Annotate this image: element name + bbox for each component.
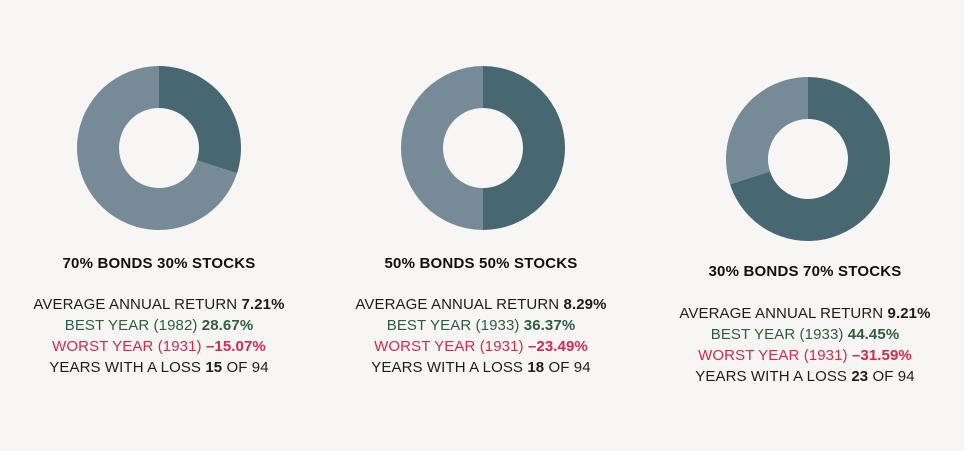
best-label: BEST YEAR (1933) <box>710 326 844 343</box>
average-annual-return: AVERAGE ANNUAL RETURN 8.29% <box>331 294 631 315</box>
avg-value: 8.29% <box>563 296 607 313</box>
donut-chart-30-70 <box>726 77 890 241</box>
best-label: BEST YEAR (1982) <box>64 317 198 334</box>
loss-label: YEARS WITH A LOSS <box>371 359 524 376</box>
loss-value: 18 <box>527 359 545 376</box>
allocation-title: 70% BONDS 30% STOCKS <box>62 255 256 272</box>
slice-bonds <box>76 66 237 230</box>
best-year: BEST YEAR (1933) 44.45% <box>655 324 955 345</box>
slice-bonds <box>401 66 483 230</box>
best-label: BEST YEAR (1933) <box>386 317 520 334</box>
years-with-loss: YEARS WITH A LOSS 18 OF 94 <box>331 357 631 378</box>
stats-block: AVERAGE ANNUAL RETURN 9.21% BEST YEAR (1… <box>655 303 955 387</box>
allocation-title: 30% BONDS 70% STOCKS <box>708 263 902 280</box>
worst-year: WORST YEAR (1931) –31.59% <box>655 345 955 366</box>
avg-label: AVERAGE ANNUAL RETURN <box>679 305 884 322</box>
avg-label: AVERAGE ANNUAL RETURN <box>355 296 560 313</box>
years-with-loss: YEARS WITH A LOSS 15 OF 94 <box>9 357 309 378</box>
best-value: 44.45% <box>847 326 900 343</box>
best-value: 36.37% <box>523 317 576 334</box>
loss-label: YEARS WITH A LOSS <box>49 359 202 376</box>
slice-stocks <box>159 66 241 174</box>
avg-value: 9.21% <box>887 305 931 322</box>
worst-value: –15.07% <box>205 338 266 355</box>
stats-block: AVERAGE ANNUAL RETURN 8.29% BEST YEAR (1… <box>331 294 631 378</box>
best-year: BEST YEAR (1933) 36.37% <box>331 315 631 336</box>
worst-value: –23.49% <box>527 338 588 355</box>
worst-year: WORST YEAR (1931) –15.07% <box>9 336 309 357</box>
average-annual-return: AVERAGE ANNUAL RETURN 9.21% <box>655 303 955 324</box>
slice-stocks <box>483 66 565 230</box>
stats-block: AVERAGE ANNUAL RETURN 7.21% BEST YEAR (1… <box>9 294 309 378</box>
best-value: 28.67% <box>201 317 254 334</box>
donut-chart-70-30 <box>76 66 241 230</box>
loss-of: OF 94 <box>872 368 915 385</box>
loss-of: OF 94 <box>548 359 591 376</box>
allocation-title: 50% BONDS 50% STOCKS <box>384 255 578 272</box>
loss-of: OF 94 <box>226 359 269 376</box>
avg-value: 7.21% <box>241 296 285 313</box>
loss-label: YEARS WITH A LOSS <box>695 368 848 385</box>
avg-label: AVERAGE ANNUAL RETURN <box>33 296 238 313</box>
years-with-loss: YEARS WITH A LOSS 23 OF 94 <box>655 366 955 387</box>
average-annual-return: AVERAGE ANNUAL RETURN 7.21% <box>9 294 309 315</box>
worst-label: WORST YEAR (1931) <box>374 338 524 355</box>
worst-value: –31.59% <box>851 347 912 364</box>
worst-label: WORST YEAR (1931) <box>698 347 848 364</box>
donut-chart-50-50 <box>401 66 565 230</box>
worst-label: WORST YEAR (1931) <box>52 338 202 355</box>
slice-bonds <box>726 77 808 185</box>
slice-stocks <box>730 77 890 241</box>
loss-value: 15 <box>205 359 223 376</box>
best-year: BEST YEAR (1982) 28.67% <box>9 315 309 336</box>
loss-value: 23 <box>851 368 869 385</box>
worst-year: WORST YEAR (1931) –23.49% <box>331 336 631 357</box>
